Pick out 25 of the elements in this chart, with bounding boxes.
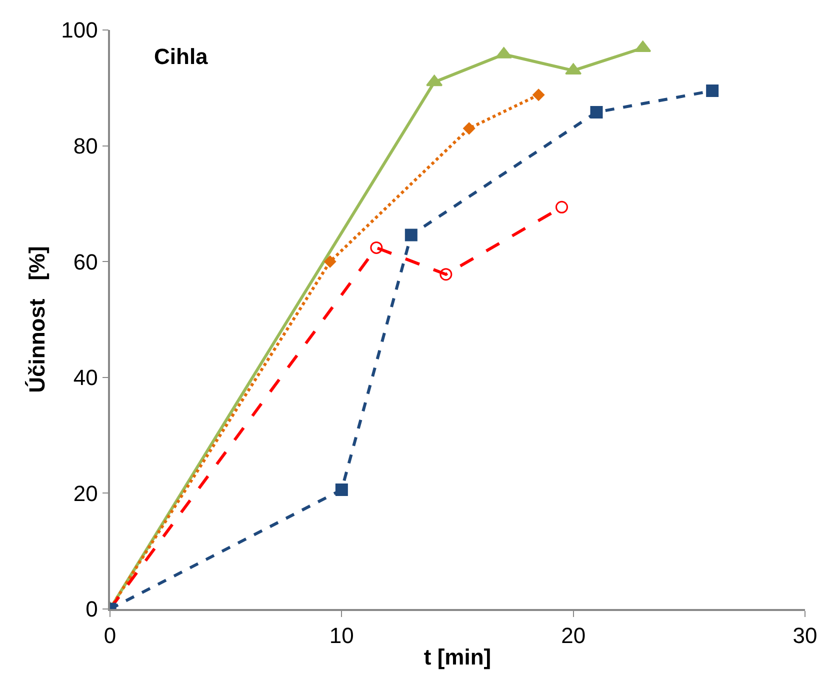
x-tick-label: 0 xyxy=(104,623,116,648)
point xyxy=(706,84,719,98)
x-tick-label: 10 xyxy=(329,623,354,648)
point xyxy=(335,483,348,496)
y-axis-title: Účinnost [%] xyxy=(24,246,50,393)
point xyxy=(565,63,582,75)
annotation: Cihla xyxy=(154,44,209,69)
point xyxy=(556,200,568,214)
point xyxy=(532,88,545,101)
y-tick-label: 60 xyxy=(73,249,98,274)
point xyxy=(426,74,443,86)
x-tick-label: 30 xyxy=(792,623,818,648)
y-tick-label: 0 xyxy=(86,596,98,622)
x-axis-title: t [min] xyxy=(424,644,492,670)
y-tick-label: 40 xyxy=(73,365,98,390)
point xyxy=(324,256,336,268)
point xyxy=(590,106,603,118)
point xyxy=(370,241,383,254)
point xyxy=(463,122,476,134)
y-tick-label: 80 xyxy=(73,134,98,158)
x-tick-label: 20 xyxy=(561,623,586,648)
point xyxy=(404,228,418,242)
y-tick-label: 20 xyxy=(73,480,98,506)
y-tick-label: 100 xyxy=(61,18,98,43)
point xyxy=(440,268,452,281)
